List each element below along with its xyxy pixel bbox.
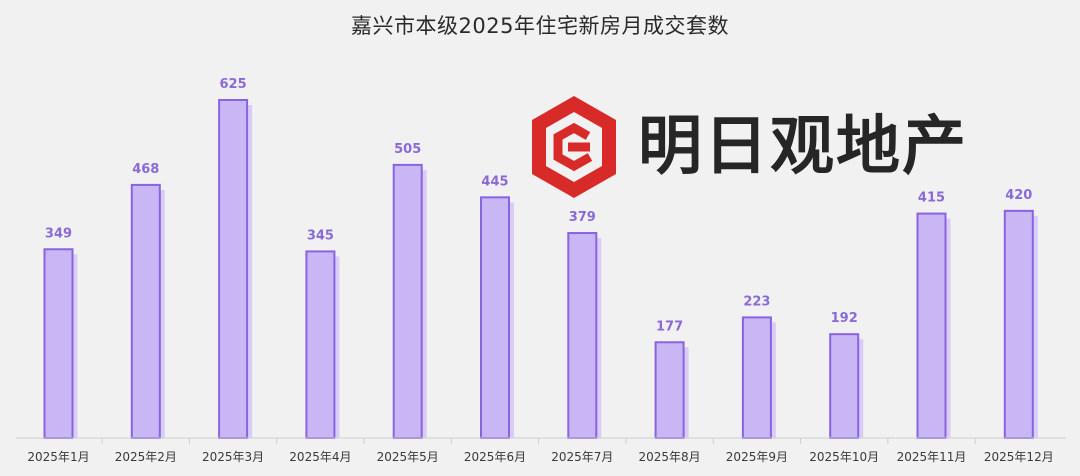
bar xyxy=(43,248,74,439)
data-label: 468 xyxy=(132,162,159,177)
data-label: 625 xyxy=(220,77,247,92)
chart-title: 嘉兴市本级2025年住宅新房月成交套数 xyxy=(351,14,729,38)
bar xyxy=(741,316,772,440)
data-label: 177 xyxy=(656,319,683,334)
data-label: 223 xyxy=(743,294,770,309)
bar xyxy=(829,333,860,440)
data-label: 420 xyxy=(1005,188,1032,203)
data-labels: 349 468 625 345 505 445 379 177 223 192 415 420 xyxy=(45,77,1032,334)
bar xyxy=(654,341,685,440)
x-tick-label: 2025年12月 xyxy=(984,450,1054,464)
x-tick-label: 2025年3月 xyxy=(202,450,264,464)
x-tick-label: 2025年7月 xyxy=(551,450,613,464)
bar xyxy=(1003,209,1034,439)
x-tick-label: 2025年4月 xyxy=(289,450,351,464)
data-label: 349 xyxy=(45,226,72,241)
data-label: 192 xyxy=(831,311,858,326)
x-tick-label: 2025年10月 xyxy=(809,450,879,464)
data-label: 445 xyxy=(481,174,508,189)
bar xyxy=(218,99,249,439)
bar xyxy=(392,163,423,439)
data-label: 415 xyxy=(918,191,945,206)
x-tick-label: 2025年1月 xyxy=(27,450,89,464)
brand-hexagon-icon xyxy=(532,96,616,198)
x-tick-label: 2025年2月 xyxy=(115,450,177,464)
x-tick-label: 2025年11月 xyxy=(897,450,967,464)
watermark-text: 明日观地产 xyxy=(638,110,968,184)
bar xyxy=(480,196,510,439)
watermark-logo: 明日观地产 xyxy=(528,92,968,202)
bar xyxy=(567,232,598,439)
x-tick-label: 2025年9月 xyxy=(726,450,788,464)
data-label: 505 xyxy=(394,142,421,157)
data-label: 379 xyxy=(569,210,596,225)
x-axis-ticks: 2025年1月 2025年2月 2025年3月 2025年4月 2025年5月 2025年… xyxy=(27,438,1054,464)
x-tick-label: 2025年6月 xyxy=(464,450,526,464)
bar xyxy=(305,250,336,439)
bars-layer xyxy=(43,99,1038,440)
x-tick-label: 2025年8月 xyxy=(639,450,701,464)
bar xyxy=(916,212,947,439)
x-tick-label: 2025年5月 xyxy=(377,450,439,464)
data-label: 345 xyxy=(307,228,334,243)
bar xyxy=(130,183,161,439)
